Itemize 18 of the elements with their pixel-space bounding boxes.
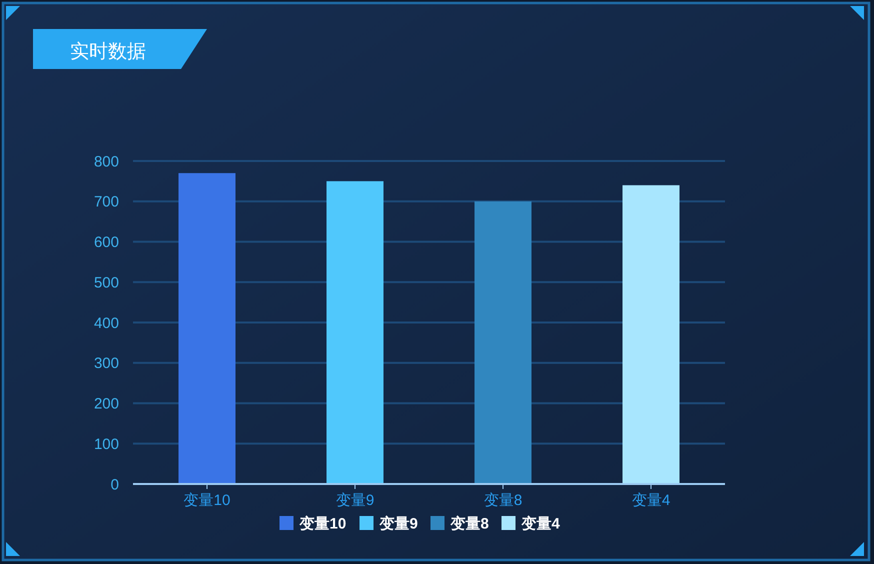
y-tick-label: 400 <box>94 314 119 332</box>
y-tick-label: 100 <box>94 436 119 453</box>
x-tick-label: 变量4 <box>632 492 670 509</box>
y-tick-label: 600 <box>94 234 119 251</box>
x-tick-label: 变量10 <box>184 492 230 509</box>
legend-label: 变量9 <box>378 514 418 532</box>
chart-title: 实时数据 <box>70 40 146 63</box>
y-tick-label: 500 <box>94 274 119 292</box>
legend-label: 变量4 <box>520 514 560 532</box>
legend-label: 变量10 <box>298 514 346 532</box>
x-tick-label: 变量8 <box>484 492 522 509</box>
legend-label: 变量8 <box>450 514 489 532</box>
y-tick-label: 800 <box>94 153 119 170</box>
y-tick-label: 700 <box>94 194 119 211</box>
y-tick-label: 200 <box>94 396 119 412</box>
y-tick-label: 0 <box>110 476 119 494</box>
x-tick-label: 变量9 <box>336 492 374 509</box>
y-tick-label: 300 <box>94 355 119 372</box>
